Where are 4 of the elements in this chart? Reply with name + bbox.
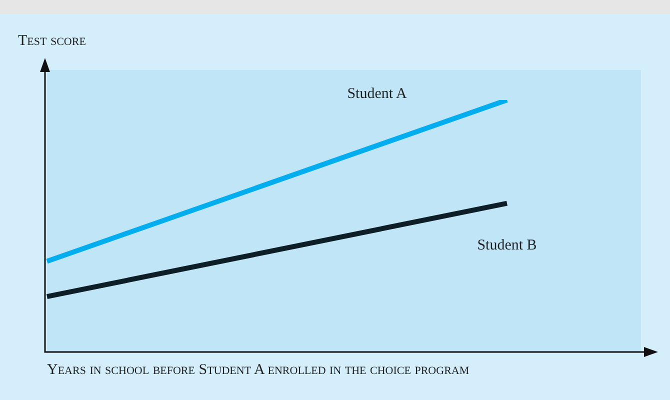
y-axis-title: Test score [18, 33, 86, 50]
text: Student A [347, 86, 407, 102]
x-axis-title: Years in school before Student A enrolled in the choice program [47, 362, 470, 379]
series-label: Student B [477, 237, 537, 254]
